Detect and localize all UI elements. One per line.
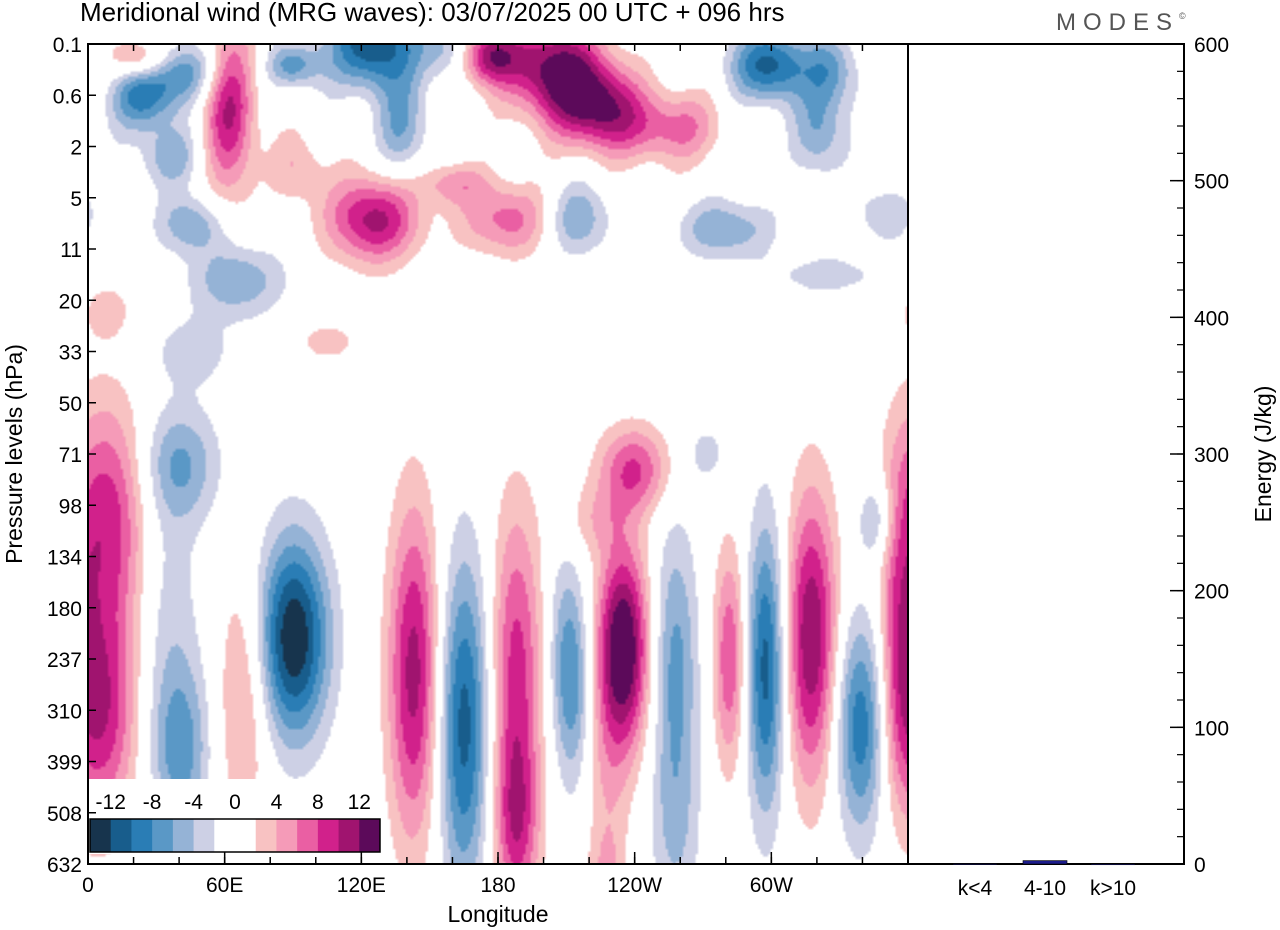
energy-tick-label-0: 0 xyxy=(1194,854,1206,877)
x-tick-label-4: 120W xyxy=(607,874,662,897)
y-tick-label-0: 0.1 xyxy=(53,34,82,57)
x-tick-label-2: 120E xyxy=(337,874,386,897)
colorbar-swatch-11 xyxy=(317,819,340,852)
y-tick-label-9: 98 xyxy=(59,495,82,518)
wind-contour-field xyxy=(88,44,908,864)
colorbar-swatch-12 xyxy=(338,819,360,852)
colorbar-swatch-4 xyxy=(172,819,195,852)
y-tick-label-7: 50 xyxy=(59,393,82,416)
colorbar-label-2: -4 xyxy=(184,791,203,814)
y-tick-label-5: 20 xyxy=(59,290,82,313)
energy-tick-label-3: 300 xyxy=(1194,444,1229,467)
y-tick-label-14: 399 xyxy=(47,752,82,775)
chart-title: Meridional wind (MRG waves): 03/07/2025 … xyxy=(80,0,785,27)
colorbar-swatch-6 xyxy=(214,819,236,852)
y-axis-label: Pressure levels (hPa) xyxy=(1,344,27,564)
x-tick-label-1: 60E xyxy=(206,874,243,897)
colorbar-outline xyxy=(89,818,381,853)
energy-axis: 0 100 200 300 400 500 600 xyxy=(1170,34,1229,877)
y-tick-label-16: 632 xyxy=(47,854,82,877)
colorbar-label-3: 0 xyxy=(229,791,241,814)
y-tick-label-1: 0.6 xyxy=(53,85,82,108)
y-tick-label-13: 310 xyxy=(47,700,82,723)
y-tick-label-3: 5 xyxy=(70,188,82,211)
y-tick-label-12: 237 xyxy=(47,649,82,672)
y-tick-label-10: 134 xyxy=(47,547,82,570)
y-tick-label-4: 11 xyxy=(60,239,82,262)
energy-category-label-2: k>10 xyxy=(1090,877,1136,900)
energy-category-label-1: 4-10 xyxy=(1024,877,1066,900)
colorbar-label-4: 4 xyxy=(271,791,283,814)
colorbar-swatch-2 xyxy=(131,819,153,852)
colorbar-label-0: -12 xyxy=(96,791,126,814)
colorbar-swatch-7 xyxy=(235,819,257,852)
y-tick-label-15: 508 xyxy=(47,803,82,826)
energy-bar-2 xyxy=(1090,863,1136,866)
colorbar-swatch-13 xyxy=(359,819,381,852)
energy-tick-label-6: 600 xyxy=(1194,34,1229,57)
longitude-axis: 0 60E 120E 180 120W 60W xyxy=(82,44,909,897)
energy-axis-label: Energy (J/kg) xyxy=(1250,386,1276,523)
energy-category-label-0: k<4 xyxy=(958,877,993,900)
x-axis-label: Longitude xyxy=(447,901,548,927)
y-tick-label-11: 180 xyxy=(47,598,82,621)
y-tick-label-6: 33 xyxy=(59,342,82,365)
energy-bar-1 xyxy=(1022,860,1068,865)
colorbar-swatch-10 xyxy=(297,819,319,852)
colorbar-label-1: -8 xyxy=(143,791,162,814)
pressure-axis: 0.1 0.6 2 5 11 20 33 50 71 98 134 180 237 310 399 508 63… xyxy=(47,34,96,877)
x-tick-label-0: 0 xyxy=(82,874,94,897)
energy-tick-label-5: 500 xyxy=(1194,171,1229,194)
colorbar-swatch-9 xyxy=(276,819,298,852)
energy-bar-0 xyxy=(952,863,998,865)
y-tick-label-8: 71 xyxy=(59,444,82,467)
energy-tick-label-2: 200 xyxy=(1194,581,1229,604)
energy-panel: 0 100 200 300 400 500 600 k<4 4-10 k>10 Energy (… xyxy=(907,34,1276,900)
logo-text: MODES xyxy=(1056,9,1180,36)
x-tick-label-3: 180 xyxy=(480,874,515,897)
colorbar-swatch-5 xyxy=(193,819,215,852)
energy-bars xyxy=(952,860,1136,866)
colorbar-swatch-8 xyxy=(255,819,277,852)
energy-categories: k<4 4-10 k>10 xyxy=(958,877,1136,900)
colorbar-label-5: 8 xyxy=(312,791,324,814)
colorbar-label-6: 12 xyxy=(348,791,371,814)
modes-logo: MODES© xyxy=(1056,9,1186,36)
colorbar-swatch-0 xyxy=(90,819,112,852)
energy-tick-label-4: 400 xyxy=(1194,307,1229,330)
energy-frame xyxy=(907,43,1185,865)
heatmap-plot: -12 -8 -4 0 4 8 12 0.1 0.6 2 5 11 20 33 50 71 98 134 180 2… xyxy=(1,34,909,927)
y-tick-label-2: 2 xyxy=(70,137,82,160)
colorbar-swatch-3 xyxy=(152,819,174,852)
energy-tick-label-1: 100 xyxy=(1194,717,1229,740)
colorbar-swatch-1 xyxy=(110,819,132,852)
x-tick-label-5: 60W xyxy=(750,874,793,897)
colorbar: -12 -8 -4 0 4 8 12 xyxy=(88,779,382,854)
